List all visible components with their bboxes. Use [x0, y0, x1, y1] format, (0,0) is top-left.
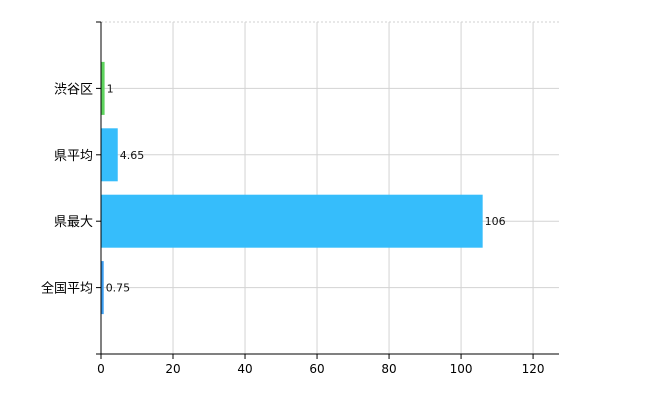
x-tick-label: 80 [381, 362, 396, 376]
data-label: 4.65 [120, 149, 144, 162]
data-label: 106 [485, 215, 506, 228]
x-tick-label: 0 [97, 362, 105, 376]
bar-渋谷区 [101, 61, 105, 115]
data-label: 1 [107, 82, 114, 95]
y-tick-label: 県平均 [54, 149, 93, 164]
x-tick-label: 60 [309, 362, 324, 376]
y-tick-label: 県最大 [54, 215, 93, 230]
bar-県平均 [101, 128, 118, 182]
y-tick-label: 全国平均 [41, 281, 93, 297]
x-tick-label: 100 [450, 362, 473, 376]
x-tick-label: 120 [522, 362, 545, 376]
y-tick-label: 渋谷区 [54, 82, 93, 97]
bar-全国平均 [101, 261, 104, 315]
x-tick-label: 40 [237, 362, 252, 376]
data-label: 0.75 [106, 282, 131, 295]
x-tick-label: 20 [165, 362, 180, 376]
bar-県最大 [101, 194, 483, 248]
